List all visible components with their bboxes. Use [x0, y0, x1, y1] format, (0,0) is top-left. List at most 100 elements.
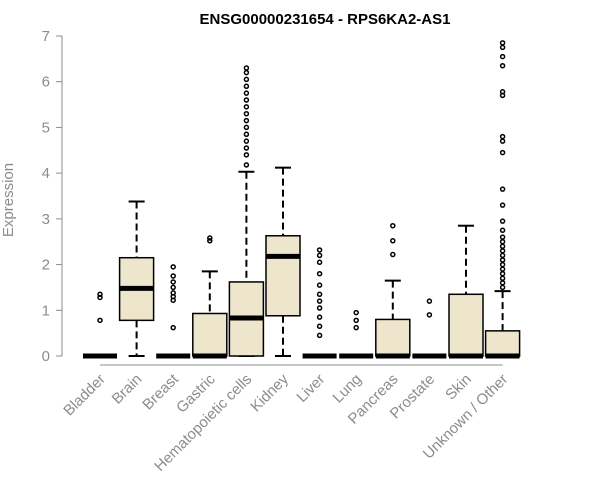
outlier-point	[316, 252, 323, 259]
box-8	[375, 222, 411, 359]
outlier-point	[499, 186, 506, 192]
box-2	[156, 264, 191, 359]
outlier-point	[499, 53, 506, 60]
outlier-point	[97, 317, 103, 324]
outlier-point	[243, 138, 250, 144]
outlier-point	[499, 138, 506, 144]
box-6	[302, 247, 337, 359]
outlier-point	[316, 247, 323, 253]
y-tick-label: 0	[42, 348, 50, 365]
outlier-point	[499, 238, 506, 245]
outlier-point	[316, 298, 323, 304]
outlier-point	[170, 279, 176, 285]
outlier-point	[499, 218, 506, 224]
chart-title: ENSG00000231654 - RPS6KA2-AS1	[200, 11, 451, 28]
box-body	[192, 312, 228, 357]
outlier-point	[243, 124, 250, 131]
y-tick-label: 6	[42, 74, 50, 91]
y-tick-label: 4	[42, 165, 50, 182]
y-tick-label: 2	[42, 257, 50, 274]
outlier-point	[243, 69, 250, 76]
outlier-point	[316, 291, 323, 298]
box-0	[83, 291, 117, 359]
outlier-point	[499, 44, 506, 51]
outlier-point	[499, 280, 506, 286]
outlier-point	[243, 117, 250, 124]
outlier-point	[499, 243, 506, 250]
boxes	[83, 40, 521, 359]
outlier-point	[390, 238, 396, 244]
outlier-point	[499, 89, 506, 95]
outlier-point	[499, 252, 506, 259]
outlier-point	[499, 261, 506, 268]
outlier-point	[499, 202, 506, 208]
box-1	[118, 200, 155, 357]
outlier-point	[207, 235, 213, 241]
outlier-point	[97, 294, 103, 301]
box-7	[339, 309, 374, 359]
box-body	[448, 293, 484, 357]
outlier-point	[170, 284, 176, 291]
box-body	[375, 318, 411, 357]
outlier-point	[353, 317, 359, 324]
outlier-point	[316, 332, 323, 339]
outlier-point	[390, 251, 396, 258]
outlier-point	[316, 314, 323, 320]
outlier-point	[170, 290, 176, 296]
outlier-point	[243, 145, 250, 151]
outlier-point	[316, 305, 323, 311]
outlier-point	[499, 248, 506, 254]
box-3	[192, 235, 228, 359]
outlier-point	[243, 152, 250, 158]
outlier-point	[243, 162, 250, 168]
box-4	[228, 65, 265, 357]
box-body	[484, 330, 521, 357]
outlier-point	[243, 110, 250, 117]
y-tick-label: 1	[42, 302, 50, 319]
outlier-point	[499, 270, 506, 277]
outlier-point	[499, 62, 506, 69]
outlier-point	[499, 275, 506, 282]
outlier-point	[390, 222, 396, 229]
outlier-point	[243, 83, 250, 90]
outlier-point	[316, 282, 323, 288]
outlier-point	[499, 40, 506, 46]
outlier-point	[170, 273, 176, 279]
outlier-point	[499, 257, 506, 263]
y-tick-label: 5	[42, 119, 50, 136]
outlier-point	[316, 259, 323, 266]
outlier-point	[243, 131, 250, 138]
outlier-point	[207, 238, 213, 244]
outlier-point	[243, 76, 250, 83]
outlier-point	[353, 324, 359, 331]
outlier-point	[243, 65, 250, 71]
y-tick-label: 7	[42, 28, 50, 45]
outlier-point	[97, 291, 103, 298]
x-tick-label: Liver	[293, 371, 328, 406]
box-5	[265, 166, 301, 357]
outlier-point	[499, 284, 506, 291]
outlier-point	[353, 309, 359, 316]
outlier-point	[499, 149, 506, 156]
outlier-point	[243, 104, 250, 110]
outlier-point	[499, 227, 506, 234]
outlier-point	[316, 323, 323, 330]
outlier-point	[499, 133, 506, 140]
x-tick-label: Bladder	[60, 371, 109, 420]
outlier-point	[243, 97, 250, 103]
y-axis-label: Expression	[0, 163, 17, 237]
axes: 0 1 2 3 4 5 6 7	[42, 28, 503, 366]
x-tick-label: Skin	[442, 371, 475, 404]
box-body	[265, 235, 301, 317]
outlier-point	[316, 270, 323, 277]
box-11	[484, 40, 521, 359]
x-tick-label: Kidney	[247, 370, 292, 415]
outlier-point	[426, 298, 433, 304]
box-9	[412, 298, 447, 359]
outlier-point	[426, 312, 433, 318]
outlier-point	[170, 264, 176, 270]
outlier-point	[499, 266, 506, 272]
y-tick-label: 3	[42, 211, 50, 228]
outlier-point	[499, 234, 506, 240]
